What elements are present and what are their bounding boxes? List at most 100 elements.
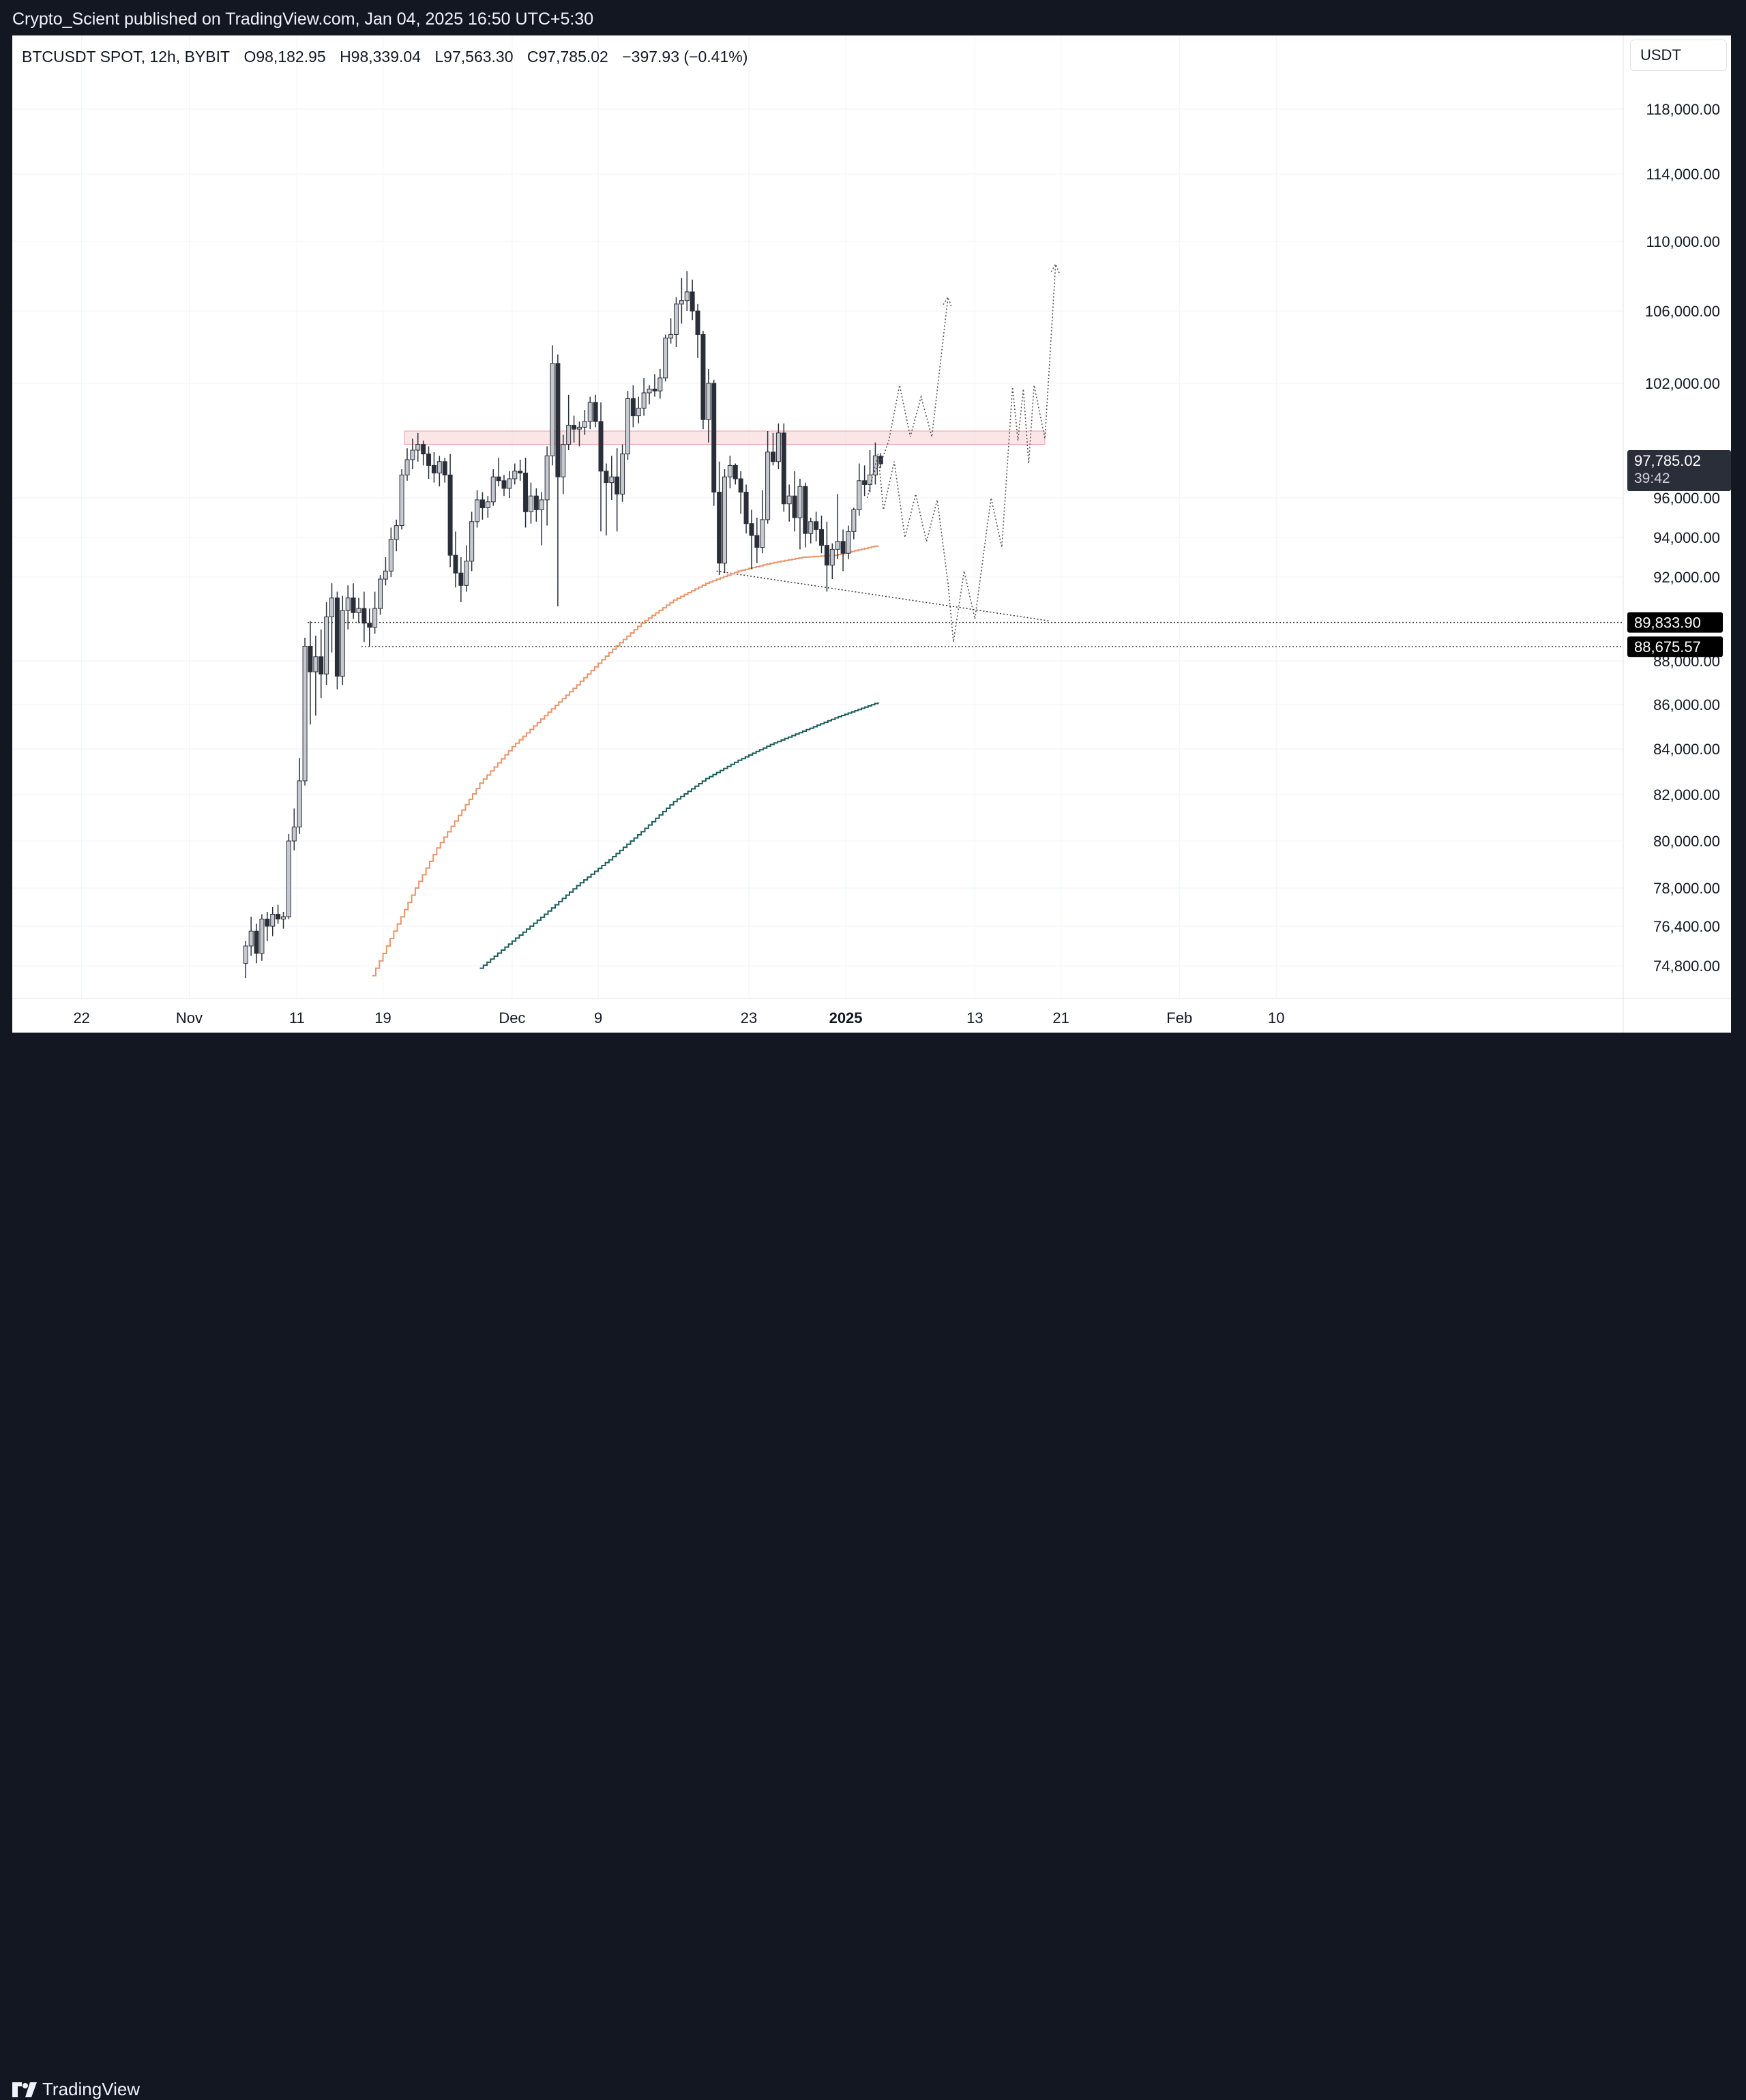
candle-body[interactable] — [690, 291, 695, 312]
candle-body[interactable] — [518, 471, 523, 474]
candle-body[interactable] — [479, 499, 485, 509]
candle-body[interactable] — [868, 474, 873, 485]
candle-body[interactable] — [378, 578, 383, 609]
candle-body[interactable] — [814, 521, 819, 530]
candle-body[interactable] — [259, 919, 265, 954]
candle-body[interactable] — [512, 471, 518, 479]
candle-body[interactable] — [270, 914, 276, 927]
candle-body[interactable] — [550, 363, 555, 456]
candle-body[interactable] — [404, 459, 410, 475]
candle-body[interactable] — [351, 597, 356, 613]
candle-body[interactable] — [819, 529, 825, 546]
candle-body[interactable] — [485, 501, 490, 508]
candle-body[interactable] — [464, 561, 469, 586]
candle-body[interactable] — [743, 492, 749, 524]
candle-body[interactable] — [679, 300, 684, 305]
candle-body[interactable] — [367, 623, 372, 628]
candle-body[interactable] — [528, 495, 533, 512]
candle-body[interactable] — [700, 334, 706, 420]
candle-body[interactable] — [851, 509, 857, 532]
candle-body[interactable] — [297, 780, 302, 828]
candle-body[interactable] — [566, 425, 572, 445]
candle-body[interactable] — [539, 499, 544, 510]
candle-body[interactable] — [717, 492, 722, 564]
candle-body[interactable] — [324, 616, 329, 675]
candle-body[interactable] — [792, 495, 797, 518]
candle-body[interactable] — [593, 402, 598, 422]
candle-body[interactable] — [652, 388, 657, 391]
candle-body[interactable] — [319, 656, 324, 675]
projection-path[interactable] — [872, 297, 949, 475]
currency-selector[interactable]: USDT — [1630, 40, 1727, 71]
candle-body[interactable] — [399, 474, 404, 527]
candle-body[interactable] — [388, 539, 394, 572]
resistance-zone[interactable] — [404, 430, 1046, 445]
candle-body[interactable] — [533, 495, 539, 510]
candle-body[interactable] — [630, 398, 636, 417]
candle-body[interactable] — [620, 454, 625, 494]
candle-body[interactable] — [786, 495, 792, 505]
candle-body[interactable] — [840, 541, 846, 554]
candle-body[interactable] — [609, 476, 615, 484]
candle-body[interactable] — [415, 444, 421, 451]
candle-body[interactable] — [544, 455, 550, 501]
candle-body[interactable] — [641, 392, 647, 409]
candle-body[interactable] — [824, 545, 829, 566]
candle-body[interactable] — [496, 476, 501, 482]
candle-body[interactable] — [829, 548, 835, 566]
candle-body[interactable] — [684, 291, 690, 301]
candle-body[interactable] — [668, 334, 674, 339]
candle-body[interactable] — [673, 304, 679, 335]
tradingview-logo[interactable]: TradingView — [12, 2079, 140, 2100]
candle-body[interactable] — [302, 645, 308, 782]
candle-body[interactable] — [561, 444, 566, 477]
candle-body[interactable] — [291, 827, 297, 842]
candle-body[interactable] — [572, 425, 577, 430]
candle-body[interactable] — [722, 476, 727, 564]
candle-body[interactable] — [727, 464, 733, 477]
candle-body[interactable] — [475, 499, 480, 522]
candle-body[interactable] — [711, 383, 717, 493]
candle-body[interactable] — [281, 916, 286, 919]
candle-body[interactable] — [447, 474, 453, 556]
candle-body[interactable] — [410, 449, 415, 460]
candle-body[interactable] — [308, 645, 313, 672]
candle-body[interactable] — [436, 461, 442, 474]
candle-body[interactable] — [248, 930, 254, 947]
candle-body[interactable] — [421, 444, 426, 455]
candle-body[interactable] — [657, 377, 663, 391]
trendline[interactable] — [716, 570, 1050, 622]
candle-body[interactable] — [587, 402, 593, 422]
candle-body[interactable] — [426, 454, 432, 466]
candle-body[interactable] — [469, 521, 475, 562]
candle-body[interactable] — [329, 597, 335, 617]
candle-body[interactable] — [733, 464, 738, 479]
candle-body[interactable] — [604, 471, 609, 484]
candle-body[interactable] — [663, 338, 668, 379]
candle-body[interactable] — [243, 945, 248, 964]
candle-body[interactable] — [555, 363, 561, 477]
candle-body[interactable] — [501, 480, 507, 489]
candle-body[interactable] — [647, 388, 652, 394]
candle-body[interactable] — [431, 464, 436, 474]
candle-body[interactable] — [582, 421, 587, 428]
candle-body[interactable] — [345, 597, 351, 611]
projection-path[interactable] — [866, 264, 1056, 642]
ema-slow-line[interactable] — [479, 702, 879, 969]
candle-body[interactable] — [442, 461, 447, 475]
candle-body[interactable] — [383, 570, 388, 580]
candle-body[interactable] — [361, 608, 367, 624]
price-chart[interactable]: 118,000.00 114,000.00 110,000.00 106,000.00… — [12, 35, 1731, 1033]
candle-body[interactable] — [862, 480, 868, 485]
candle-body[interactable] — [781, 432, 786, 505]
candle-body[interactable] — [857, 480, 862, 510]
candle-body[interactable] — [313, 656, 319, 672]
candle-body[interactable] — [775, 432, 781, 462]
candle-body[interactable] — [598, 421, 604, 472]
candle-body[interactable] — [803, 486, 808, 534]
candle-body[interactable] — [625, 398, 630, 455]
candle-body[interactable] — [738, 478, 743, 493]
candle-body[interactable] — [458, 572, 464, 586]
candle-body[interactable] — [636, 407, 641, 417]
candle-body[interactable] — [749, 523, 754, 536]
